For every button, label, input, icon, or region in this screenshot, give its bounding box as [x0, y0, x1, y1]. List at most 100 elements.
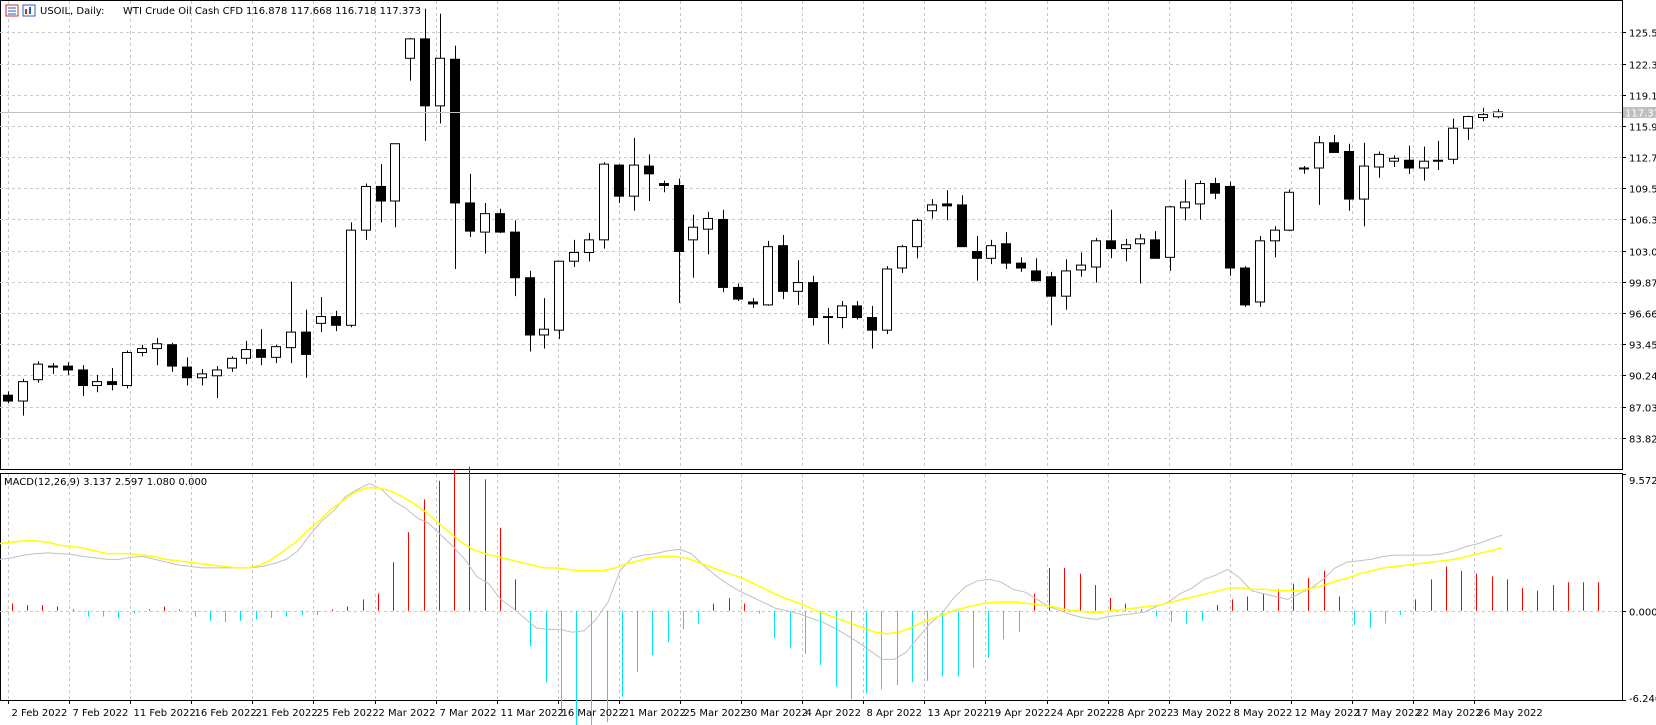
candle: [510, 220, 520, 297]
time-tick-label: 11 Feb 2022: [134, 708, 196, 719]
price-tick-label: 96.668: [1629, 310, 1656, 321]
macd-header: MACD(12,26,9) 3.137 2.597 1.080 0.000: [4, 477, 207, 488]
candle: [197, 368, 207, 386]
price-tick-label: 125.567: [1629, 29, 1656, 40]
candle: [331, 310, 341, 332]
candle-body-bear: [659, 183, 669, 186]
candle-body-bull: [1493, 111, 1503, 118]
candle: [1344, 143, 1354, 211]
candle-body-bull: [629, 164, 639, 197]
candle: [897, 244, 907, 273]
candle-body-bull: [986, 245, 996, 259]
candle: [584, 233, 594, 262]
signal-line: [0, 487, 1503, 635]
candle-body-bull: [435, 57, 445, 107]
candle-body-bull: [1180, 201, 1190, 209]
candle: [957, 195, 967, 248]
candle: [614, 164, 624, 203]
time-tick-label: 28 Apr 2022: [1112, 708, 1174, 719]
candle: [763, 240, 773, 306]
candle: [465, 173, 475, 237]
time-tick-label: 21 Feb 2022: [256, 708, 318, 719]
candle-body-bear: [1210, 183, 1220, 194]
candle-body-bull: [1270, 229, 1280, 242]
candle-body-bear: [1106, 240, 1116, 250]
candle: [256, 329, 266, 366]
candle-body-bull: [1165, 206, 1175, 258]
symbol-timeframe: USOIL, Daily:: [40, 6, 104, 17]
candle-body-bear: [867, 317, 877, 331]
candle-body-bear: [301, 331, 311, 355]
candle-body-bear: [733, 286, 743, 300]
candle: [1135, 234, 1145, 284]
macd-tick-label: 9.572: [1629, 476, 1656, 487]
candle-body-bull: [897, 246, 907, 269]
candle-body-bear: [808, 282, 818, 319]
macd-axis: 9.572 0.000 -6.240: [1622, 474, 1656, 705]
macd-panel-border: [0, 473, 1623, 701]
candle: [733, 283, 743, 302]
candle: [122, 350, 132, 389]
candle-body-bear: [748, 301, 758, 305]
time-tick-label: 7 Feb 2022: [73, 708, 129, 719]
candle-body-bear: [465, 202, 475, 232]
candle: [63, 362, 73, 375]
candle-body-bear: [852, 305, 862, 319]
candle-body-bull: [33, 363, 43, 381]
candle-body-bear: [1240, 267, 1250, 306]
candle-body-bear: [1016, 262, 1026, 269]
candle: [450, 45, 460, 269]
candle: [1374, 151, 1384, 178]
candle-body-bull: [152, 343, 162, 350]
candle-body-bull: [1419, 160, 1429, 169]
grid: [0, 1, 1622, 700]
candle-body-bear: [525, 277, 535, 336]
candle-body-bull: [405, 38, 415, 59]
candle: [241, 340, 251, 365]
candle: [18, 378, 28, 416]
candle-body-bear: [376, 185, 386, 202]
candle-body-bull: [1478, 114, 1488, 119]
candle: [1433, 140, 1443, 170]
price-tick-label: 103.090: [1629, 248, 1656, 259]
time-tick-label: 13 Apr 2022: [928, 708, 990, 719]
candle: [48, 363, 58, 374]
candle: [1314, 135, 1324, 205]
candle: [674, 178, 684, 303]
candle-body-bull: [1284, 191, 1294, 231]
candle-body-bear: [107, 381, 117, 386]
candle-body-bull: [882, 268, 892, 331]
candle-body-bull: [241, 349, 251, 359]
candle-body-bull: [480, 213, 490, 233]
candle-body-bull: [271, 346, 281, 358]
candle-body-bull: [539, 328, 549, 336]
candle-body-bull: [1076, 264, 1086, 271]
macd-histogram: [12, 466, 1599, 725]
price-tick-label: 115.934: [1629, 123, 1656, 134]
candle-body-bear: [1031, 270, 1041, 282]
macd-tick-label: -6.240: [1629, 694, 1656, 705]
price-tick-label: 90.246: [1629, 372, 1656, 383]
price-tick-label: 122.356: [1629, 61, 1656, 72]
candle: [525, 270, 535, 352]
candle-body-bull: [1433, 159, 1443, 162]
price-tick-label: 112.723: [1629, 154, 1656, 165]
candle-body-bull: [927, 204, 937, 212]
candle: [599, 162, 609, 249]
candle-body-bull: [390, 143, 400, 202]
time-tick-label: 16 Mar 2022: [562, 708, 625, 719]
candle: [703, 211, 713, 255]
candle-body-bear: [450, 58, 460, 204]
candle: [1463, 115, 1473, 140]
candle-body-bull: [569, 251, 579, 262]
candle: [167, 342, 177, 372]
candle-body-bear: [718, 218, 728, 288]
candle-body-bull: [837, 305, 847, 319]
candle-body-bull: [599, 163, 609, 241]
candle: [271, 344, 281, 364]
candle: [1419, 146, 1429, 181]
candle-body-bear: [3, 394, 13, 402]
candle-body-bear: [942, 203, 952, 207]
candle: [808, 275, 818, 326]
